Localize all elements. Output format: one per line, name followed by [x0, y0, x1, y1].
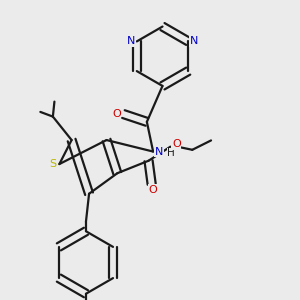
Text: N: N	[127, 36, 135, 46]
Text: O: O	[112, 109, 121, 119]
Text: H: H	[167, 148, 175, 158]
Text: N: N	[190, 36, 198, 46]
Text: N: N	[155, 147, 163, 157]
Text: S: S	[49, 159, 56, 169]
Text: O: O	[149, 185, 158, 195]
Text: O: O	[172, 139, 181, 149]
